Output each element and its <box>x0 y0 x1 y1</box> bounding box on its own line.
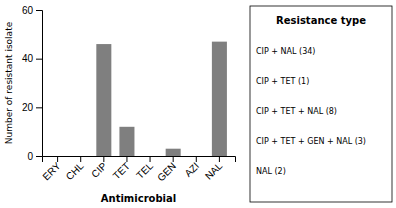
bar <box>96 44 111 156</box>
x-tick-mark <box>150 156 151 162</box>
legend-entry: CIP + TET + NAL (8) <box>256 107 337 116</box>
x-tick-label: TEL <box>134 160 155 181</box>
y-axis-title: Number of resistant isolate <box>4 21 14 144</box>
x-tick-mark <box>196 156 197 162</box>
bar <box>73 156 88 157</box>
y-tick-mark <box>36 59 42 60</box>
y-axis: 0 20 40 60 <box>22 5 43 162</box>
x-tick-mark <box>173 156 174 162</box>
x-tick-mark <box>219 156 220 162</box>
x-tick: GEN <box>155 156 178 183</box>
legend-entry: CIP + TET (1) <box>256 77 309 86</box>
x-axis: ERYCHLCIPTETTELGENAZINAL <box>40 156 235 183</box>
x-tick: NAL <box>203 156 225 182</box>
y-tick-mark <box>36 156 42 157</box>
x-tick-label: CHL <box>64 160 86 182</box>
legend-entry: CIP + TET + GEN + NAL (3) <box>256 137 366 146</box>
legend-box <box>250 6 392 202</box>
y-tick-label: 40 <box>22 53 34 64</box>
x-tick: TET <box>111 156 132 181</box>
y-axis-line <box>36 11 43 157</box>
x-tick-mark <box>126 156 127 162</box>
y-tick-label: 20 <box>22 102 34 113</box>
legend-entry: NAL (2) <box>256 167 286 176</box>
legend-entry: CIP + NAL (34) <box>256 47 315 56</box>
plot: 0 20 40 60 ERYCHLCIPTETTELGENAZINAL Antimicro… <box>4 5 236 204</box>
y-tick-label: 60 <box>22 5 34 16</box>
y-tick: 60 <box>22 5 42 16</box>
x-tick-label: NAL <box>203 160 225 182</box>
y-tick: 40 <box>22 53 42 64</box>
x-axis-title: Antimicrobial <box>101 193 176 204</box>
legend-title: Resistance type <box>276 15 366 26</box>
bar <box>119 127 134 156</box>
legend: Resistance type CIP + NAL (34) CIP + TET (… <box>250 6 392 202</box>
x-tick-label: AZI <box>182 160 201 179</box>
x-tick-label: CIP <box>89 160 109 180</box>
bar <box>212 42 227 156</box>
x-tick: CHL <box>64 156 86 182</box>
y-tick: 0 <box>27 151 42 162</box>
y-tick-mark <box>36 107 42 108</box>
x-axis-line <box>43 157 236 163</box>
bar <box>50 156 65 157</box>
y-tick-label: 0 <box>27 151 33 162</box>
y-tick: 20 <box>22 102 42 113</box>
bars <box>96 42 227 156</box>
x-tick-mark <box>57 156 58 162</box>
x-tick-label: TET <box>111 160 132 181</box>
bar <box>189 156 204 157</box>
x-tick-label: GEN <box>155 160 178 183</box>
bar <box>166 149 181 156</box>
x-tick-mark <box>103 156 104 162</box>
x-tick: TEL <box>134 156 155 181</box>
x-tick: ERY <box>40 156 62 182</box>
y-tick-mark <box>36 10 42 11</box>
x-tick-mark <box>80 156 81 162</box>
x-tick: AZI <box>182 156 201 179</box>
bar <box>143 156 158 157</box>
x-tick-label: ERY <box>40 160 62 182</box>
x-tick: CIP <box>89 156 109 180</box>
chart: 0 20 40 60 ERYCHLCIPTETTELGENAZINAL Antimicro… <box>0 0 396 208</box>
